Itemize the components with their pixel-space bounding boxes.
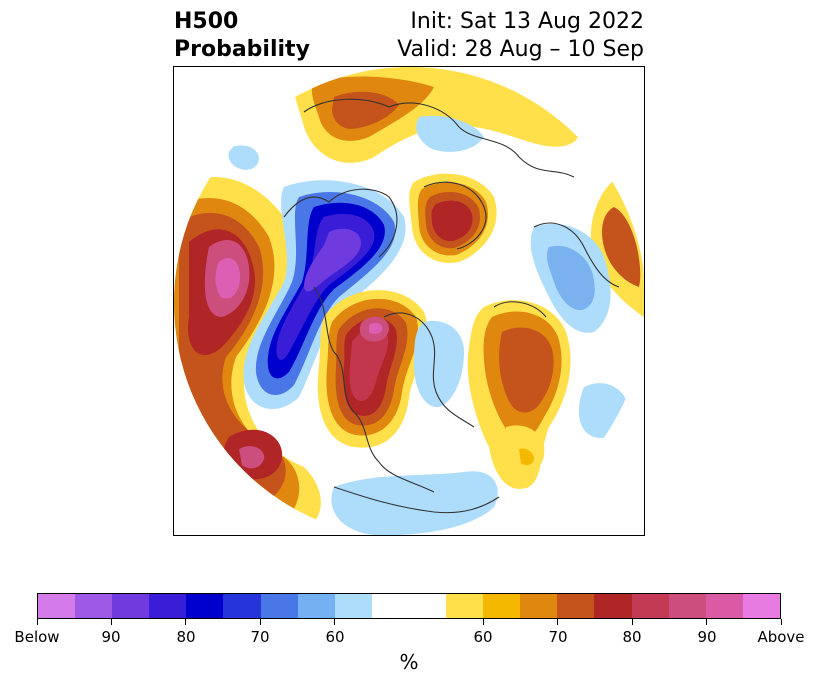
colorbar-tick [483,619,484,625]
colorbar-tick-label: 80 [622,628,642,646]
colorbar-tick-label: 90 [697,628,717,646]
colorbar-swatch [223,594,261,618]
colorbar-tick-label: 70 [250,628,270,646]
colorbar-swatch [38,594,76,618]
valid-range: Valid: 28 Aug – 10 Sep [397,37,644,62]
colorbar-swatch [594,594,632,618]
colorbar-unit-label: % [399,650,419,674]
title-product: Probability [174,37,310,62]
colorbar-swatch [446,594,484,618]
colorbar-swatch [371,594,409,618]
colorbar-tick [260,619,261,625]
colorbar-swatch [260,594,298,618]
anomaly-siberia-below [243,180,406,409]
anomaly-arctic-above [292,67,585,163]
colorbar-swatch [668,594,706,618]
colorbar-swatch [186,594,224,618]
colorbar-swatch [705,594,743,618]
colorbar-tick-label: Above [757,628,805,646]
colorbar-tick-label: 60 [473,628,493,646]
colorbar-tick-label: 70 [548,628,568,646]
colorbar-tick-label: Below [14,628,60,646]
colorbar-tick [632,619,633,625]
anomaly-usa-below [331,320,545,535]
colorbar-swatch [297,594,335,618]
colorbar-swatch [112,594,150,618]
colorbar-swatch [334,594,372,618]
title-left: H500 Probability [174,8,310,64]
colorbar-swatch [631,594,669,618]
coastlines [283,98,620,514]
colorbar-swatch [557,594,595,618]
colorbar-tick-label: 90 [101,628,121,646]
anomaly-scandinavia-above [409,173,497,263]
colorbar-tick-label: 80 [176,628,196,646]
map-panel [173,66,645,536]
colorbar-tick-label: 60 [325,628,345,646]
colorbar-swatch [742,594,780,618]
anomaly-europe-below [228,115,630,438]
colorbar-tick [334,619,335,625]
colorbar-swatch [149,594,187,618]
colorbar-swatch [483,594,521,618]
colorbar-tick [111,619,112,625]
colorbar-tick [781,619,782,625]
colorbar-tick [706,619,707,625]
anomaly-alaska-above [317,290,428,448]
title-right: Init: Sat 13 Aug 2022 Valid: 28 Aug – 10… [397,8,644,64]
colorbar-swatch [408,594,447,618]
colorbar-swatch [520,594,558,618]
colorbar-swatch [75,594,113,618]
colorbar-tick [557,619,558,625]
init-date: Init: Sat 13 Aug 2022 [410,9,644,34]
title-variable: H500 [174,9,239,34]
colorbar-tick [37,619,38,625]
colorbar [37,593,781,619]
colorbar-tick [185,619,186,625]
polar-map [174,67,644,535]
